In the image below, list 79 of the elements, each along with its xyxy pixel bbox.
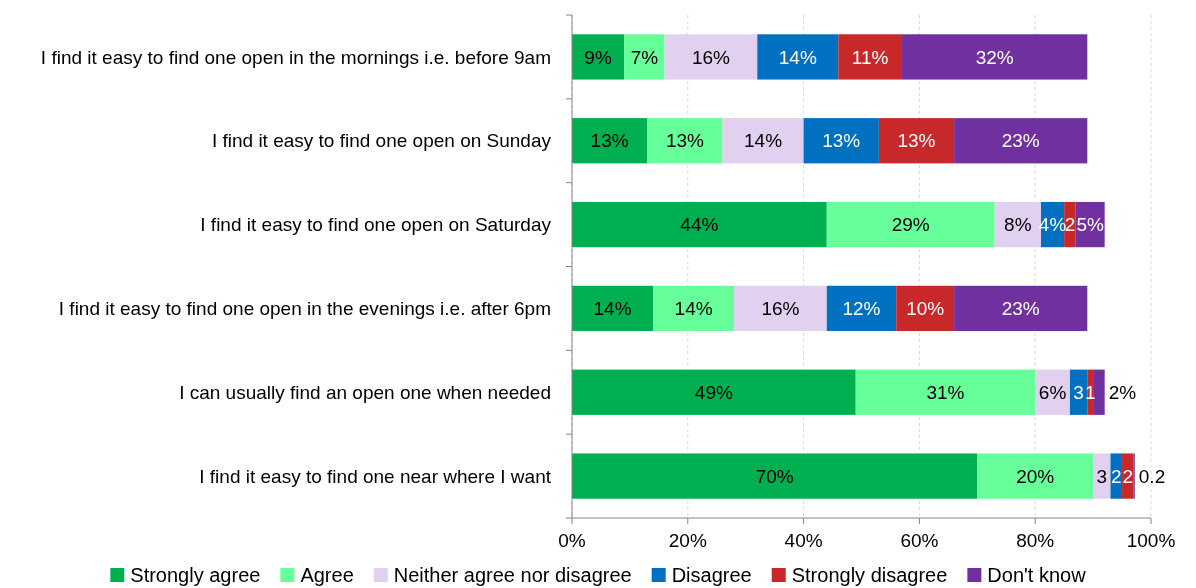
bar bbox=[653, 285, 735, 332]
data-label: 5% bbox=[1076, 214, 1105, 236]
bar bbox=[1110, 453, 1123, 499]
data-label: 70% bbox=[755, 465, 794, 487]
y-tick-label: I can usually find an open one when needed bbox=[179, 381, 551, 403]
data-label: 3 bbox=[1073, 381, 1084, 403]
bar bbox=[977, 453, 1094, 499]
x-tick-label: 100% bbox=[1126, 529, 1176, 551]
bar bbox=[572, 118, 648, 164]
legend-label: Strongly agree bbox=[130, 564, 261, 586]
data-label: 49% bbox=[694, 381, 733, 403]
data-label: 16% bbox=[761, 298, 800, 320]
bar bbox=[954, 118, 1088, 164]
x-tick-label: 40% bbox=[784, 529, 823, 551]
data-label: 16% bbox=[691, 46, 731, 68]
data-label: 8% bbox=[1004, 214, 1032, 236]
data-label: 44% bbox=[680, 214, 719, 236]
data-label: 0.2 bbox=[1138, 465, 1166, 487]
data-label: 9% bbox=[584, 46, 612, 68]
data-label: 7% bbox=[630, 46, 659, 68]
y-tick-label: I find it easy to find one near where I want bbox=[199, 465, 552, 487]
data-label: 10% bbox=[906, 298, 945, 320]
data-label: 23% bbox=[1001, 298, 1040, 320]
data-label: 31% bbox=[926, 381, 965, 403]
y-tick-label: I find it easy to find one open in the evenings i.e. after 6pm bbox=[58, 298, 551, 320]
data-label: 14% bbox=[744, 130, 783, 152]
data-label: 32% bbox=[975, 46, 1014, 68]
bar bbox=[855, 369, 1036, 415]
bar bbox=[1122, 453, 1134, 499]
bar bbox=[896, 285, 955, 332]
x-tick-label: 60% bbox=[900, 529, 939, 551]
x-tick-label: 0% bbox=[558, 529, 586, 551]
bar bbox=[878, 118, 955, 164]
data-label: 13% bbox=[822, 130, 861, 152]
data-label: 13% bbox=[897, 130, 936, 152]
data-label: 20% bbox=[1016, 465, 1055, 487]
legend-label: Don't know bbox=[987, 564, 1087, 586]
bar bbox=[838, 34, 903, 80]
bar bbox=[572, 453, 978, 499]
bar bbox=[826, 201, 995, 248]
bar bbox=[647, 118, 723, 164]
bar bbox=[1093, 369, 1105, 415]
data-label: 2 bbox=[1122, 465, 1134, 487]
bar bbox=[572, 285, 654, 332]
bar bbox=[734, 285, 827, 332]
data-label: 12% bbox=[842, 298, 881, 320]
x-tick-label: 20% bbox=[668, 529, 707, 551]
bar bbox=[722, 118, 804, 164]
bar bbox=[803, 118, 879, 164]
data-label: 23% bbox=[1001, 130, 1040, 152]
data-label: 3 bbox=[1096, 465, 1108, 487]
y-tick-label: I find it easy to find one open in the mornings i.e. before 9am bbox=[40, 46, 551, 68]
bar bbox=[902, 34, 1088, 80]
y-tick-label: I find it easy to find one open on Saturday bbox=[200, 214, 552, 236]
data-label: 11% bbox=[851, 46, 889, 68]
data-label: 14% bbox=[778, 46, 817, 68]
legend-label: Strongly disagree bbox=[791, 564, 948, 586]
data-label: 14% bbox=[674, 298, 713, 320]
data-label: 2 bbox=[1110, 465, 1122, 487]
data-label: 6% bbox=[1038, 381, 1067, 403]
bar bbox=[572, 201, 827, 248]
bar bbox=[954, 285, 1088, 332]
bar bbox=[757, 34, 839, 80]
data-label: 14% bbox=[593, 298, 632, 320]
bar bbox=[664, 34, 758, 80]
y-tick-label: I find it easy to find one open on Sunday bbox=[211, 130, 552, 152]
legend-label: Neither agree nor disagree bbox=[393, 564, 632, 586]
legend-label: Disagree bbox=[671, 564, 752, 586]
bar bbox=[624, 34, 665, 80]
legend-label: Agree bbox=[300, 564, 354, 586]
data-label: 13% bbox=[590, 130, 629, 152]
x-tick-label: 80% bbox=[1016, 529, 1055, 551]
data-label: 2% bbox=[1108, 381, 1137, 403]
data-label: 13% bbox=[665, 130, 705, 152]
bar bbox=[572, 34, 625, 80]
data-label: 2 bbox=[1064, 214, 1076, 236]
bar bbox=[572, 369, 856, 415]
bar bbox=[826, 285, 897, 332]
data-label: 29% bbox=[891, 214, 930, 236]
